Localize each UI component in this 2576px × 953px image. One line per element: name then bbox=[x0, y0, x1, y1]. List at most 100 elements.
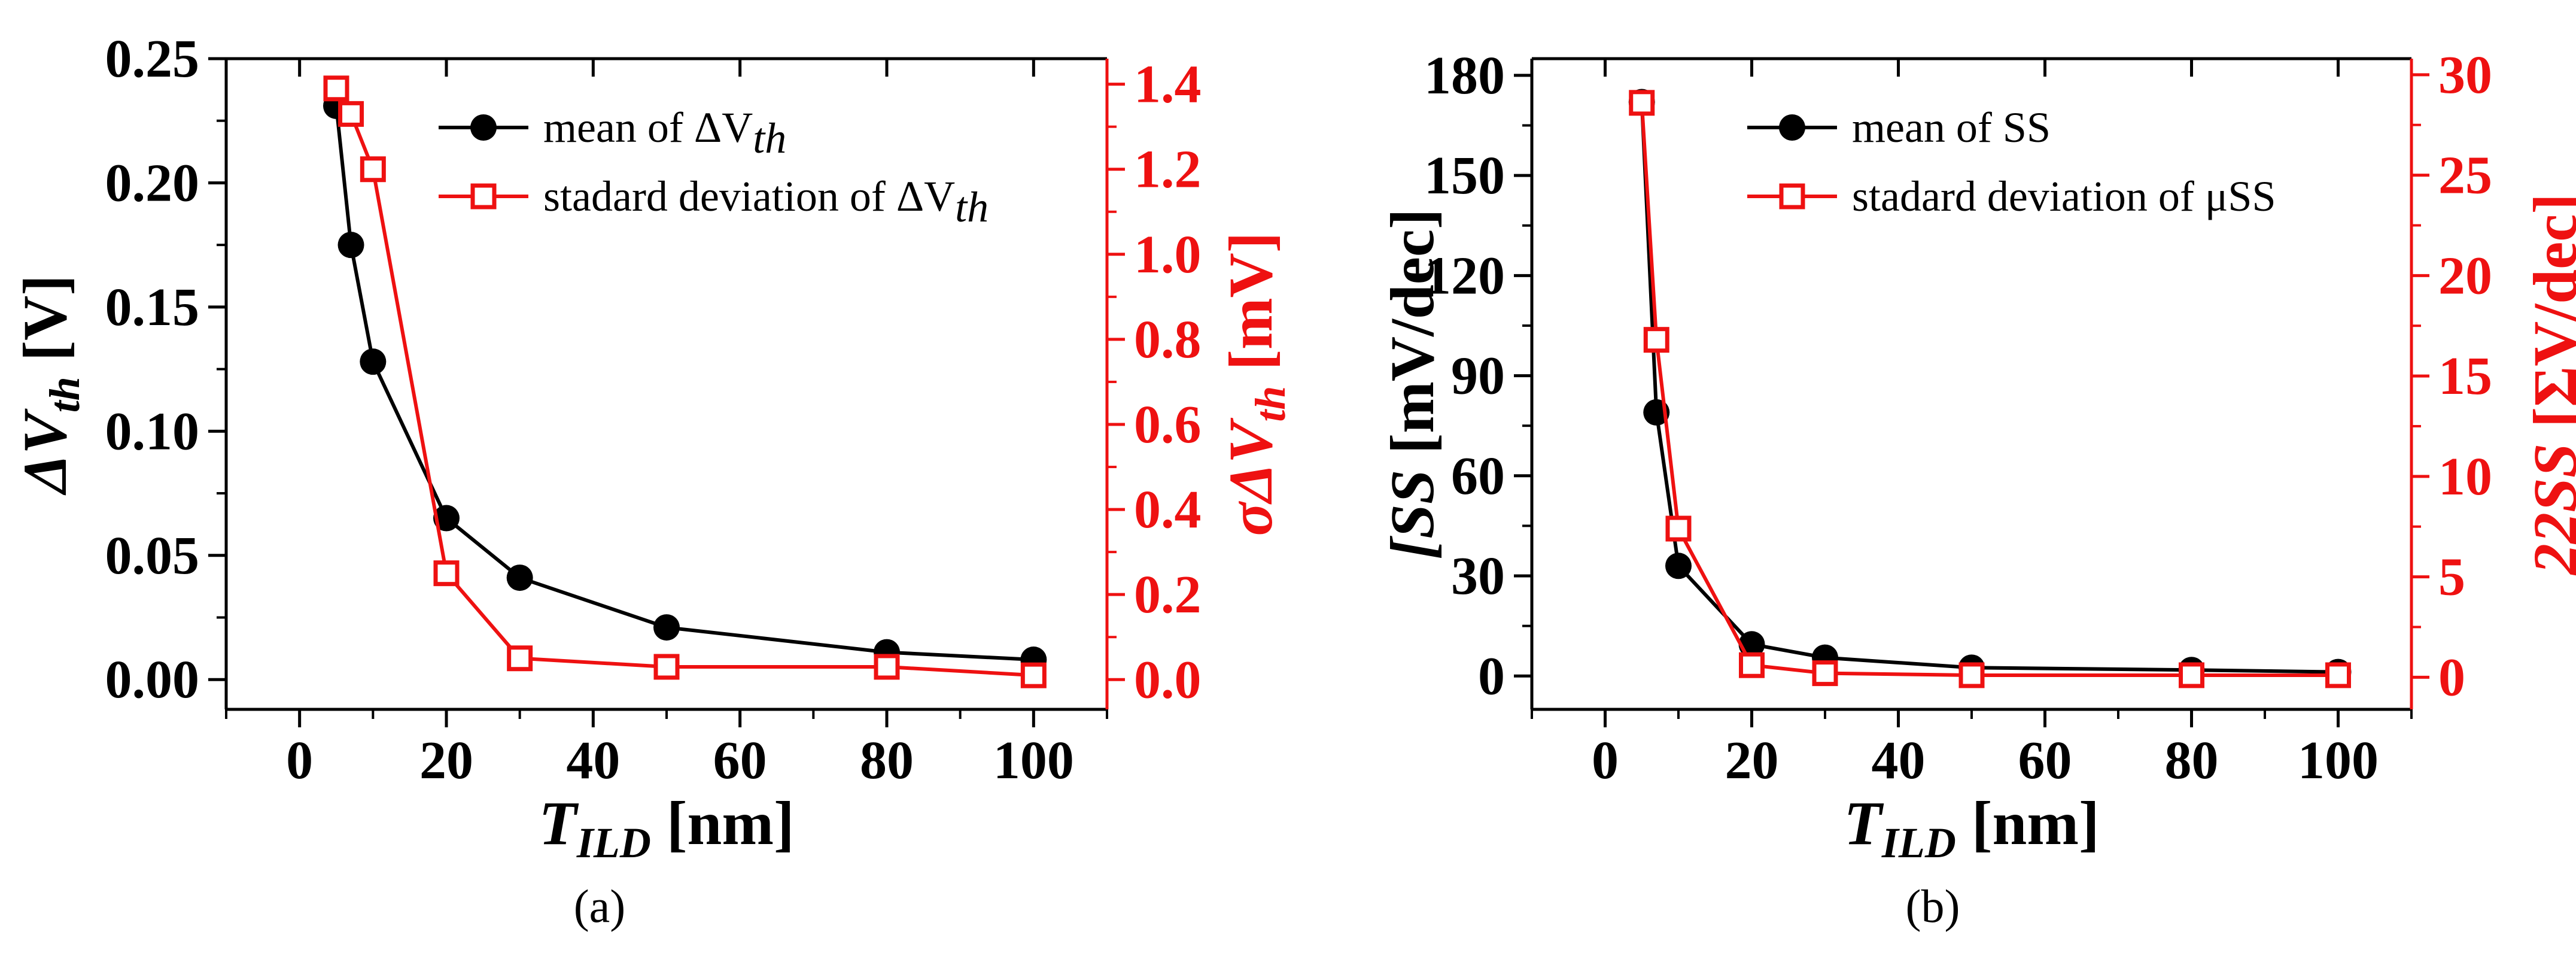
y-right-tick-label: 0.2 bbox=[1134, 565, 1202, 624]
data-point-stddev bbox=[507, 645, 533, 672]
legend-label-text: stadard deviation of μSS bbox=[1852, 172, 2276, 220]
data-point-stddev bbox=[360, 156, 386, 183]
y-left-axis-label: ΔVth [V] bbox=[11, 275, 89, 496]
x-axis-label: TILD [nm] bbox=[539, 789, 794, 867]
data-point-mean bbox=[653, 614, 680, 641]
x-tick-label: 20 bbox=[1725, 731, 1779, 790]
chart-panel-a: 0 20 40 60 80 100 0.00 0.05 0.10 0.15 0.20 0.25 0.0 0… bbox=[11, 29, 1294, 932]
y-left-tick-label: 0.20 bbox=[105, 153, 200, 213]
y-left-tick-label: 150 bbox=[1424, 146, 1505, 205]
data-point-stddev bbox=[1020, 662, 1047, 688]
legend-marker-circle bbox=[470, 114, 497, 141]
legend-label: stadard deviation of μSS bbox=[1852, 172, 2276, 220]
legend-label-text: mean of ΔV bbox=[543, 104, 753, 151]
series-line-stddev bbox=[1640, 102, 2338, 677]
chart-panel-b: 0 20 40 60 80 100 0 30 60 90 120 150 180 0 5 10 15 20 25 30… bbox=[1378, 45, 2576, 932]
y-right-label-main: 22SS bbox=[2521, 443, 2576, 576]
y-right-tick-label: 0 bbox=[2438, 648, 2465, 707]
legend-label: mean of SS bbox=[1852, 104, 2051, 151]
series-line-mean bbox=[1640, 102, 2338, 674]
data-point-stddev bbox=[2325, 662, 2351, 688]
y-left-label-sub: th bbox=[41, 377, 89, 412]
y-right-tick-label: 0.4 bbox=[1134, 480, 1202, 539]
data-point-stddev bbox=[653, 654, 680, 680]
legend-label: mean of ΔVth bbox=[543, 104, 786, 162]
legend-label-sub: th bbox=[753, 114, 786, 162]
y-right-tick-label: 25 bbox=[2438, 146, 2492, 205]
data-point-stddev bbox=[323, 75, 349, 102]
data-point-mean bbox=[360, 348, 387, 375]
data-point-mean bbox=[1665, 553, 1692, 579]
series-line-mean bbox=[334, 105, 1034, 662]
x-tick-label: 60 bbox=[2018, 731, 2072, 790]
x-tick-label: 40 bbox=[1872, 731, 1926, 790]
legend-label: stadard deviation of ΔVth bbox=[543, 172, 989, 231]
y-left-label-unit: [mV/dec] bbox=[1378, 208, 1447, 469]
legend-label-sub: th bbox=[955, 183, 989, 231]
y-left-tick-label: 0.15 bbox=[105, 278, 200, 337]
data-point-mean bbox=[433, 505, 460, 532]
y-left-tick-label: 60 bbox=[1451, 447, 1505, 506]
x-tick-label: 40 bbox=[566, 731, 620, 790]
x-axis-label-main: T bbox=[539, 789, 579, 858]
x-tick-label: 100 bbox=[993, 731, 1074, 790]
y-right-tick-label: 15 bbox=[2438, 347, 2492, 406]
x-tick-label: 80 bbox=[2165, 731, 2219, 790]
y-left-axis-label: [SS [mV/dec] bbox=[1378, 208, 1447, 559]
x-axis-label-unit: [nm] bbox=[1956, 789, 2100, 858]
x-axis-label-sub: ILD bbox=[576, 819, 651, 867]
y-left-tick-label: 0.00 bbox=[105, 650, 200, 709]
data-point-stddev bbox=[2179, 662, 2204, 688]
y-right-label-unit: [ΣV/dec] bbox=[2521, 193, 2576, 443]
y-left-tick-label: 0.05 bbox=[105, 526, 200, 585]
y-right-tick-label: 0.8 bbox=[1134, 310, 1202, 369]
y-left-tick-label: 180 bbox=[1424, 46, 1505, 105]
legend-label-text: stadard deviation of ΔV bbox=[543, 172, 955, 220]
y-right-tick-label: 20 bbox=[2438, 246, 2492, 305]
x-tick-label: 0 bbox=[286, 731, 313, 790]
y-right-tick-label: 1.0 bbox=[1134, 225, 1202, 284]
figure-caption: (a) bbox=[574, 880, 626, 932]
data-point-stddev bbox=[1629, 90, 1655, 116]
y-left-label-unit: [V] bbox=[11, 275, 80, 377]
y-right-tick-label: 30 bbox=[2438, 45, 2492, 105]
y-right-label-sub: th bbox=[1246, 386, 1294, 422]
y-right-label-main: σΔV bbox=[1216, 417, 1285, 536]
y-right-tick-label: 1.4 bbox=[1134, 55, 1202, 114]
y-right-tick-label: 10 bbox=[2438, 447, 2492, 506]
x-tick-label: 20 bbox=[419, 731, 473, 790]
y-left-tick-label: 0.25 bbox=[105, 29, 200, 89]
legend-marker-square bbox=[1779, 183, 1805, 210]
y-left-tick-label: 120 bbox=[1424, 246, 1505, 305]
y-right-axis-label: 22SS [ΣV/dec] bbox=[2521, 193, 2576, 576]
y-left-tick-label: 0.10 bbox=[105, 402, 200, 461]
y-left-label-main: ΔV bbox=[11, 408, 80, 496]
y-left-tick-label: 30 bbox=[1451, 547, 1505, 606]
data-point-stddev bbox=[1665, 515, 1692, 542]
data-point-stddev bbox=[433, 560, 460, 587]
x-tick-label: 100 bbox=[2298, 731, 2379, 790]
data-point-stddev bbox=[1958, 662, 1985, 688]
legend-label-text: mean of SS bbox=[1852, 104, 2051, 151]
data-point-mean bbox=[506, 564, 533, 591]
x-tick-label: 80 bbox=[860, 731, 914, 790]
y-right-tick-label: 0.0 bbox=[1134, 650, 1202, 709]
data-point-stddev bbox=[874, 654, 900, 680]
legend-marker-square bbox=[470, 183, 497, 210]
y-left-label-main: [SS bbox=[1378, 469, 1447, 559]
y-right-tick-label: 5 bbox=[2438, 548, 2465, 607]
x-axis-label-unit: [nm] bbox=[651, 789, 795, 858]
data-point-stddev bbox=[1643, 327, 1669, 353]
y-left-tick-label: 0 bbox=[1478, 647, 1505, 706]
data-point-stddev bbox=[1739, 652, 1765, 678]
legend-marker-circle bbox=[1779, 114, 1805, 141]
x-tick-label: 60 bbox=[713, 731, 767, 790]
y-right-tick-label: 0.6 bbox=[1134, 395, 1202, 454]
x-axis-label-main: T bbox=[1844, 789, 1884, 858]
x-axis-label: TILD [nm] bbox=[1844, 789, 2099, 867]
figure-caption: (b) bbox=[1906, 880, 1960, 932]
x-axis-label-sub: ILD bbox=[1881, 819, 1956, 867]
y-right-axis-label: σΔVth [mV] bbox=[1216, 232, 1294, 536]
data-point-mean bbox=[337, 232, 364, 259]
